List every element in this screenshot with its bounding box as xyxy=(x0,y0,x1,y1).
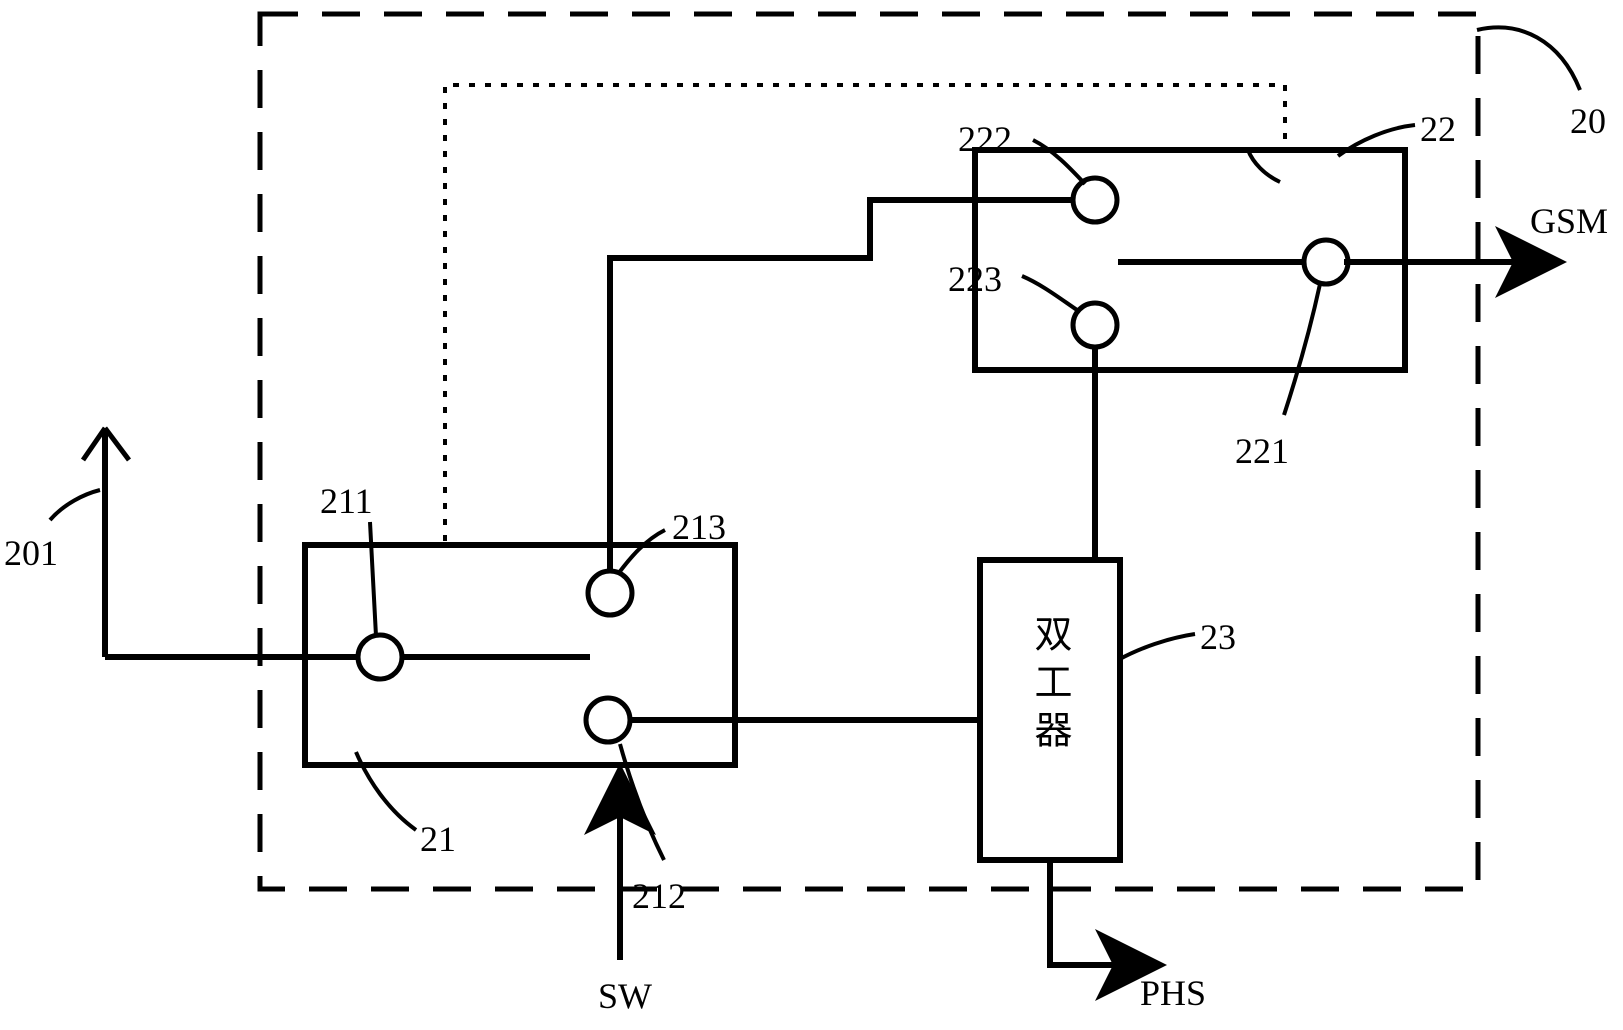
diagram-container: 20 22 222 223 221 211 213 212 21 23 201 … xyxy=(0,0,1623,1030)
duplexer-label: 双工器 xyxy=(1030,614,1068,758)
label-21: 21 xyxy=(420,818,456,860)
diagram-svg xyxy=(0,0,1623,1030)
label-213: 213 xyxy=(672,506,726,548)
wire-duplexer-phs-out xyxy=(1050,860,1155,965)
label-gsm: GSM xyxy=(1530,200,1608,242)
label-22: 22 xyxy=(1420,108,1456,150)
switch-22-throw-222 xyxy=(1073,178,1117,222)
label-211: 211 xyxy=(320,480,373,522)
switch-21-throw-212 xyxy=(586,698,630,742)
label-sw: SW xyxy=(598,975,652,1017)
switch-21-throw-213 xyxy=(588,571,632,615)
label-23: 23 xyxy=(1200,616,1236,658)
antenna-ray1 xyxy=(83,428,105,460)
label-201: 201 xyxy=(4,532,58,574)
label-223: 223 xyxy=(948,258,1002,300)
leader-23 xyxy=(1118,634,1195,660)
label-222: 222 xyxy=(958,118,1012,160)
label-phs: PHS xyxy=(1140,972,1206,1014)
label-20: 20 xyxy=(1570,100,1606,142)
leader-20 xyxy=(1477,28,1580,91)
switch-21-pole-211 xyxy=(358,635,402,679)
label-221: 221 xyxy=(1235,430,1289,472)
label-212: 212 xyxy=(632,875,686,917)
leader-201 xyxy=(50,490,100,520)
switch-22-pole-221 xyxy=(1304,240,1348,284)
antenna-ray2 xyxy=(105,428,129,460)
